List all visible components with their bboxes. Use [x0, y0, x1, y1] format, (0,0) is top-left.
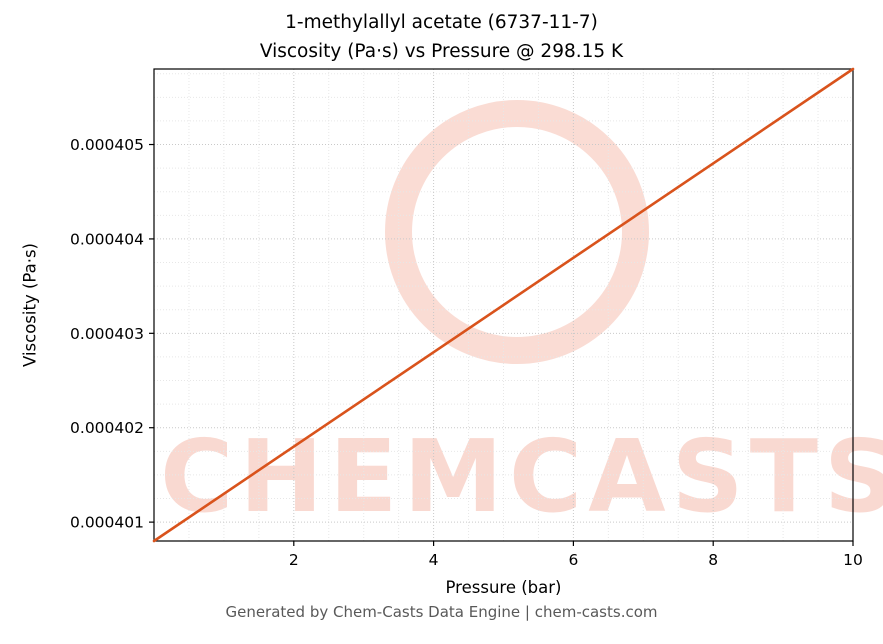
plot-border	[153, 68, 854, 542]
y-tick-label: 0.000404	[70, 230, 144, 248]
x-tick-label: 10	[843, 551, 863, 569]
chart-title: 1-methylallyl acetate (6737-11-7) Viscos…	[0, 8, 883, 66]
y-axis-label: Viscosity (Pa·s)	[20, 243, 40, 367]
x-axis-label: Pressure (bar)	[445, 578, 562, 597]
chart-title-line2: Viscosity (Pa·s) vs Pressure @ 298.15 K	[259, 41, 624, 62]
watermark-text: CHEMCASTS	[160, 418, 883, 535]
x-tick-label: 6	[568, 551, 578, 569]
y-tick-label: 0.000403	[70, 325, 144, 343]
chart-title-line1: 1-methylallyl acetate (6737-11-7)	[285, 12, 598, 33]
series-line-viscosity-vs-pressure	[152, 67, 855, 543]
footer-credit: Generated by Chem-Casts Data Engine | ch…	[225, 603, 658, 621]
y-tick-label: 0.000401	[70, 514, 144, 532]
y-tick-label: 0.000402	[70, 419, 144, 437]
x-tick-label: 4	[429, 551, 439, 569]
y-tick-label: 0.000405	[70, 136, 144, 154]
x-tick-label: 2	[289, 551, 299, 569]
x-tick-label: 8	[708, 551, 718, 569]
